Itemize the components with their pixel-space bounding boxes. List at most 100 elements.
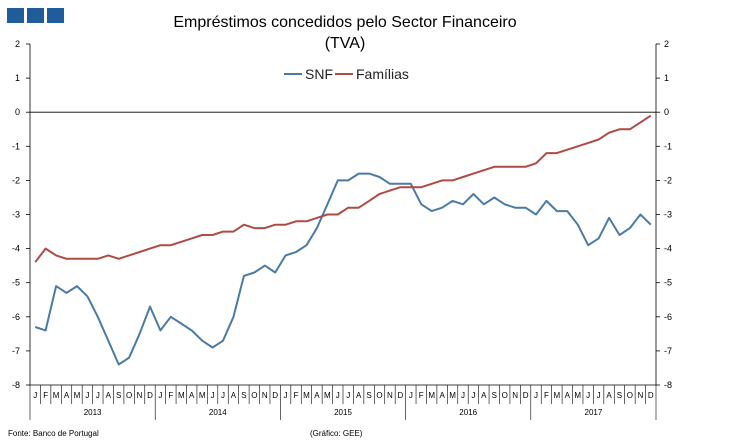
x-month-label: A [565,391,571,400]
x-month-label: A [64,391,70,400]
right-y-tick-label: -6 [664,312,672,322]
x-month-label: F [544,391,549,400]
x-month-label: O [502,391,508,400]
axes: 2 21 10 0-1 -1-2 -2-3 -3-4 -4-5 -5-6 -6-7 -7-8 -8J F… [12,39,672,420]
x-month-label: A [439,391,445,400]
x-year-label: 2015 [334,408,352,417]
x-month-label: F [294,391,299,400]
x-year-label: 2013 [84,408,102,417]
x-month-label: A [606,391,612,400]
x-month-label: O [251,391,257,400]
x-month-label: F [43,391,48,400]
x-month-label: N [637,391,643,400]
x-month-label: J [96,391,100,400]
left-y-tick-label: -2 [12,175,20,185]
x-month-label: F [419,391,424,400]
right-y-tick-label: 0 [664,107,669,117]
legend-label-snf: SNF [305,66,333,82]
x-month-label: S [617,391,622,400]
x-month-label: M [554,391,561,400]
x-month-label: O [126,391,132,400]
x-month-label: A [481,391,487,400]
x-month-label: A [356,391,362,400]
header-decor-square-2 [27,8,44,23]
x-month-label: M [324,391,331,400]
x-month-label: N [512,391,518,400]
x-month-label: J [158,391,162,400]
x-month-label: M [428,391,435,400]
x-month-label: M [199,391,206,400]
x-month-label: D [523,391,529,400]
x-month-label: D [648,391,654,400]
left-y-tick-label: 1 [15,73,20,83]
x-month-label: S [241,391,246,400]
x-month-label: J [461,391,465,400]
left-y-tick-label: -6 [12,312,20,322]
x-month-label: J [586,391,590,400]
left-y-tick-label: -4 [12,244,20,254]
x-month-label: J [409,391,413,400]
x-month-label: M [574,391,581,400]
x-month-label: D [272,391,278,400]
x-month-label: S [366,391,371,400]
left-y-tick-label: -8 [12,380,20,390]
right-y-tick-label: 2 [664,39,669,49]
right-y-tick-label: -7 [664,346,672,356]
x-month-label: N [262,391,268,400]
x-month-label: M [53,391,60,400]
legend-label-familias: Famílias [356,66,409,82]
x-month-label: M [303,391,310,400]
x-month-label: A [231,391,237,400]
x-month-label: S [116,391,121,400]
right-y-tick-label: 1 [664,73,669,83]
x-month-label: S [492,391,497,400]
left-y-tick-label: -7 [12,346,20,356]
x-month-label: O [376,391,382,400]
right-y-tick-label: -1 [664,141,672,151]
x-month-label: J [471,391,475,400]
x-month-label: N [387,391,393,400]
x-month-label: A [314,391,320,400]
series-lines [34,114,652,366]
x-month-label: J [346,391,350,400]
x-month-label: J [534,391,538,400]
right-y-tick-label: -8 [664,380,672,390]
right-y-tick-label: -5 [664,278,672,288]
x-month-label: J [284,391,288,400]
left-y-tick-label: -5 [12,278,20,288]
x-month-label: J [336,391,340,400]
left-y-tick-label: 0 [15,107,20,117]
x-month-label: J [597,391,601,400]
chart-title-line1: Empréstimos concedidos pelo Sector Finan… [173,14,516,31]
footer-source: Fonte: Banco de Portugal [8,429,99,438]
right-y-tick-label: -2 [664,175,672,185]
series-line-familias [34,114,652,263]
x-month-label: A [106,391,112,400]
header-decor-square-1 [7,8,24,23]
x-month-label: O [627,391,633,400]
series-line-snf [34,172,652,366]
x-month-label: J [85,391,89,400]
footer-credit: (Gráfico: GEE) [310,429,363,438]
x-month-label: D [397,391,403,400]
x-month-label: M [178,391,185,400]
x-month-label: N [137,391,143,400]
x-month-label: J [221,391,225,400]
x-month-label: J [33,391,37,400]
x-month-label: F [168,391,173,400]
header-decor-square-3 [47,8,64,23]
x-year-label: 2017 [585,408,603,417]
left-y-tick-label: -3 [12,210,20,220]
x-month-label: M [74,391,81,400]
chart-title-line2: (TVA) [325,35,366,52]
left-y-tick-label: -1 [12,141,20,151]
x-month-label: D [147,391,153,400]
x-month-label: M [449,391,456,400]
right-y-tick-label: -4 [664,244,672,254]
x-year-label: 2016 [459,408,477,417]
x-year-label: 2014 [209,408,227,417]
left-y-tick-label: 2 [15,39,20,49]
right-y-tick-label: -3 [664,210,672,220]
x-month-label: A [189,391,195,400]
